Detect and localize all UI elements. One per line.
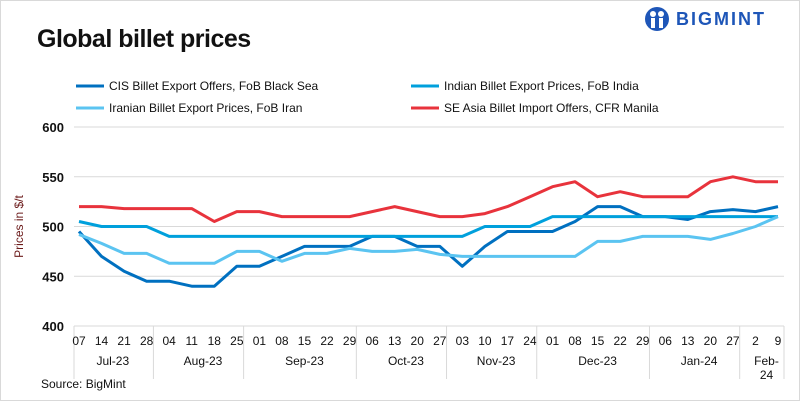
x-tick-label: 20 (704, 334, 718, 348)
y-tick-label: 450 (42, 269, 64, 284)
x-tick-label: 21 (117, 334, 131, 348)
x-tick-label: 13 (681, 334, 695, 348)
month-label: Aug-23 (184, 354, 223, 368)
x-tick-label: 15 (591, 334, 605, 348)
x-tick-label: 17 (501, 334, 515, 348)
y-tick-label: 550 (42, 170, 64, 185)
bigmint-logo-icon (645, 7, 669, 31)
y-axis-label: Prices in $/t (12, 194, 26, 257)
y-tick-label: 600 (42, 120, 64, 135)
x-tick-label: 28 (140, 334, 154, 348)
x-tick-label: 03 (456, 334, 470, 348)
series-line (78, 215, 779, 265)
x-tick-label: 27 (726, 334, 740, 348)
x-tick-label: 07 (72, 334, 86, 348)
x-tick-label: 9 (775, 334, 782, 348)
month-label: Sep-23 (285, 354, 324, 368)
x-tick-label: 22 (613, 334, 627, 348)
x-tick-label: 20 (411, 334, 425, 348)
month-label: Jul-23 (96, 354, 129, 368)
y-tick-label: 500 (42, 220, 64, 235)
x-tick-label: 01 (253, 334, 267, 348)
x-tick-label: 04 (163, 334, 177, 348)
legend-label: SE Asia Billet Import Offers, CFR Manila (444, 101, 659, 115)
x-tick-label: 06 (659, 334, 673, 348)
x-tick-label: 11 (186, 334, 199, 348)
legend-label: CIS Billet Export Offers, FoB Black Sea (109, 79, 319, 93)
series-line (79, 175, 778, 223)
x-tick-label: 13 (388, 334, 402, 348)
month-label: Jan-24 (681, 354, 718, 368)
y-tick-label: 400 (42, 319, 64, 334)
x-tick-label: 18 (208, 334, 222, 348)
x-tick-label: 29 (636, 334, 650, 348)
month-label: Feb-24 (754, 354, 779, 382)
source-note: Source: BigMint (41, 377, 126, 391)
x-tick-label: 01 (546, 334, 560, 348)
x-tick-label: 06 (365, 334, 379, 348)
x-tick-label: 10 (478, 334, 492, 348)
series-line (77, 205, 779, 288)
series-line (78, 215, 778, 238)
x-tick-label: 14 (95, 334, 109, 348)
legend-label: Indian Billet Export Prices, FoB India (444, 79, 639, 93)
month-label: Nov-23 (477, 354, 516, 368)
month-label: Oct-23 (388, 354, 424, 368)
x-tick-label: 08 (568, 334, 582, 348)
bigmint-logo: BIGMINT (644, 6, 766, 32)
chart-title: Global billet prices (37, 25, 251, 53)
x-tick-label: 25 (230, 334, 244, 348)
logo-text: BIGMINT (676, 8, 766, 29)
x-tick-label: 22 (320, 334, 334, 348)
x-tick-label: 2 (752, 334, 759, 348)
x-tick-label: 08 (275, 334, 289, 348)
x-tick-label: 27 (433, 334, 447, 348)
x-tick-label: 24 (523, 334, 537, 348)
month-label: Dec-23 (578, 354, 617, 368)
x-tick-label: 29 (343, 334, 357, 348)
x-tick-label: 15 (298, 334, 312, 348)
legend-label: Iranian Billet Export Prices, FoB Iran (109, 101, 302, 115)
